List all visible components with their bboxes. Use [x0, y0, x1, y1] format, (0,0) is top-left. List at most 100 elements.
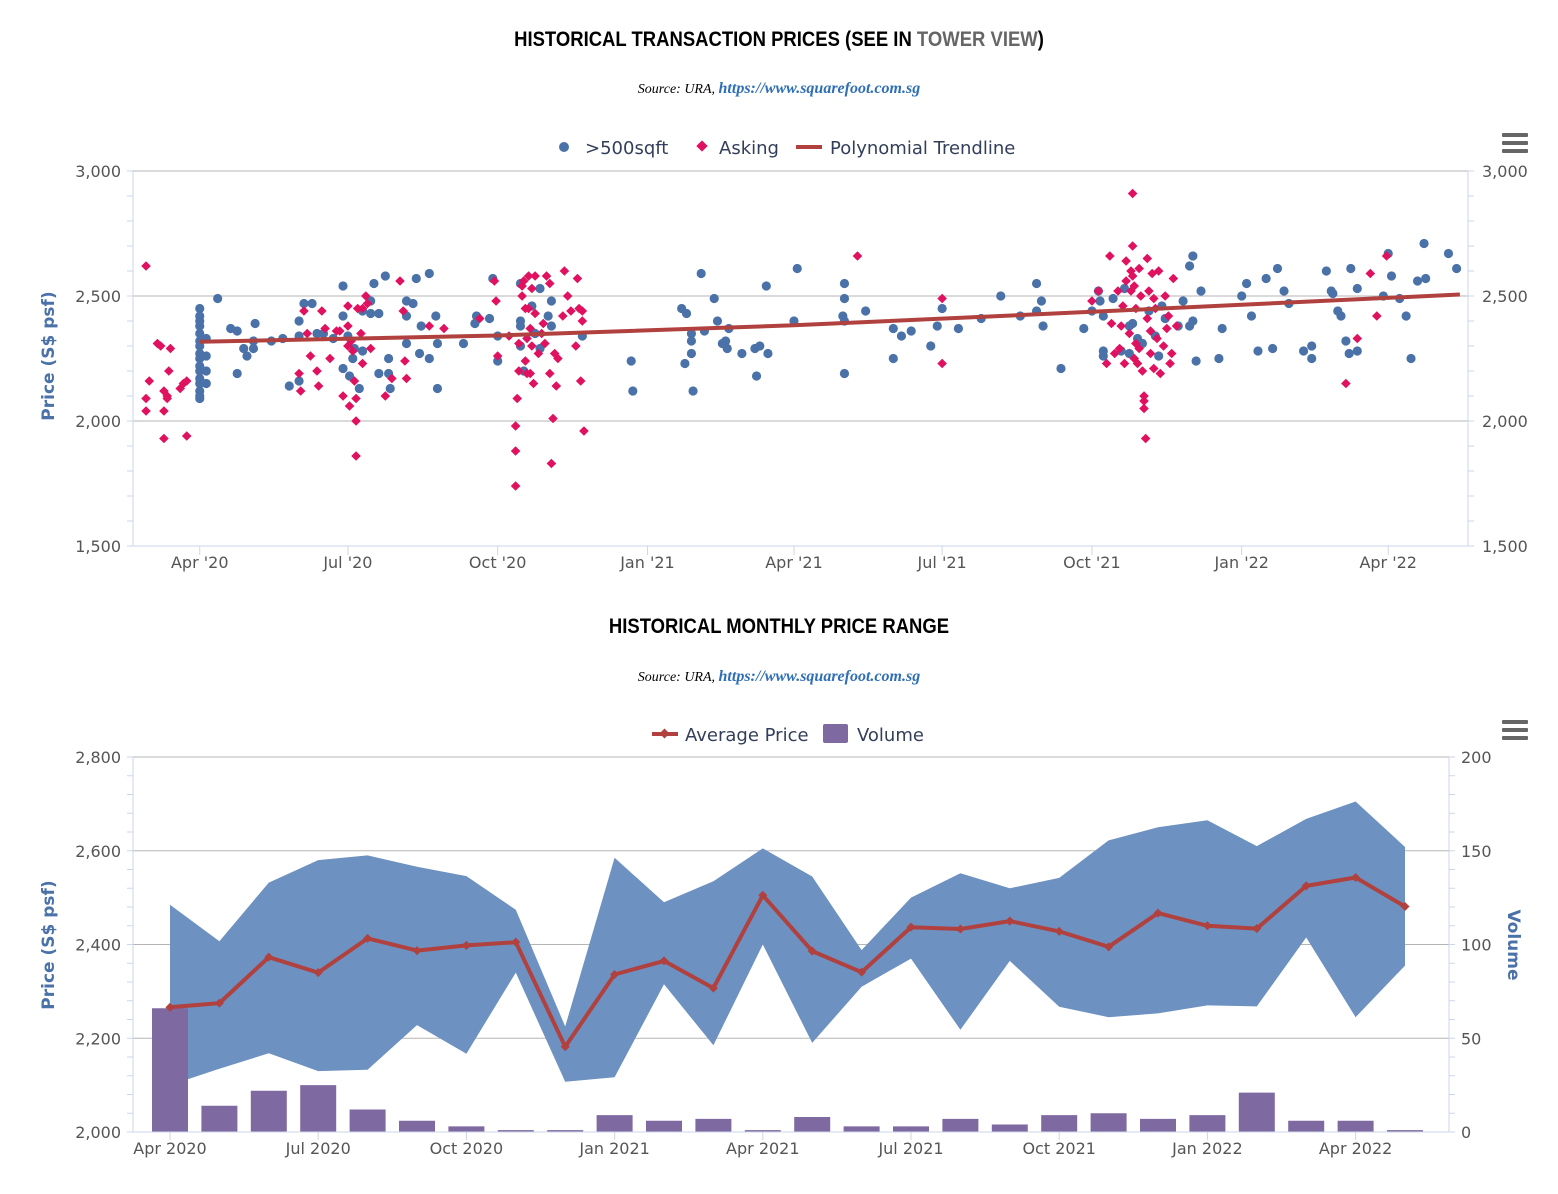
point-500sqft [470, 318, 480, 329]
point-asking [1165, 358, 1175, 369]
legend-item-500sqft[interactable]: >500sqft [585, 138, 668, 159]
chart1: >500sqft Asking Polynomial Trendline 1,5… [39, 138, 1528, 572]
point-asking [551, 381, 562, 391]
point-asking [1166, 348, 1177, 359]
point-500sqft [721, 336, 731, 346]
chart2-y2-axis-title: Volume [1503, 909, 1523, 980]
point-500sqft [686, 336, 697, 346]
y-tick-label: 1,500 [75, 537, 121, 556]
point-asking [1137, 366, 1148, 376]
point-asking [523, 303, 534, 314]
point-asking [1124, 328, 1135, 339]
point-500sqft [1056, 363, 1066, 374]
point-asking [1162, 323, 1172, 334]
volume-bar [695, 1118, 732, 1132]
point-asking [424, 321, 435, 331]
chart2-source: Source: URA, https://www.squarefoot.com.… [637, 668, 921, 685]
point-asking [352, 303, 363, 314]
point-asking [334, 326, 345, 336]
source-link-2[interactable]: https://www.squarefoot.com.sg [718, 668, 921, 685]
point-500sqft [369, 278, 379, 289]
source-link[interactable]: https://www.squarefoot.com.sg [718, 80, 921, 97]
x-tick-label: Jul 2021 [877, 1139, 943, 1158]
point-500sqft [1406, 353, 1416, 364]
volume-bar [893, 1126, 929, 1132]
y-tick-label: 2,800 [75, 748, 121, 767]
point-500sqft [338, 311, 348, 321]
legend-item-asking[interactable]: Asking [719, 138, 779, 159]
point-asking [351, 451, 361, 461]
point-500sqft [535, 283, 545, 294]
point-500sqft [250, 318, 260, 329]
chart1-points [141, 188, 1462, 491]
point-asking [338, 391, 348, 401]
point-asking [579, 426, 589, 436]
chart2-legend[interactable]: Average Price Volume [652, 724, 924, 746]
point-500sqft [1386, 271, 1397, 281]
point-asking [1142, 253, 1153, 264]
point-asking [141, 393, 151, 404]
y2-tick-label: 0 [1461, 1123, 1471, 1142]
point-asking [510, 481, 521, 491]
point-asking [525, 323, 536, 334]
point-500sqft [896, 331, 907, 341]
point-asking [577, 306, 588, 316]
point-500sqft [232, 326, 242, 336]
point-500sqft [751, 371, 762, 381]
point-asking [1158, 341, 1169, 351]
y-tick-label: 2,500 [75, 287, 121, 306]
point-asking [528, 378, 539, 389]
point-asking [365, 343, 376, 354]
chart1-menu-icon[interactable] [1502, 133, 1528, 153]
point-500sqft [932, 321, 942, 331]
point-asking [520, 356, 531, 366]
point-asking [1119, 358, 1130, 369]
legend-item-average-price[interactable]: Average Price [685, 725, 809, 746]
point-asking [294, 368, 304, 379]
average-price-marker [610, 969, 620, 980]
average-price-marker [758, 890, 768, 900]
point-500sqft [195, 303, 205, 314]
x-tick-label: Apr '21 [765, 553, 823, 572]
volume-bar [497, 1130, 534, 1132]
point-asking [400, 356, 410, 366]
average-price-marker [955, 924, 965, 934]
point-asking [401, 373, 412, 384]
volume-bar [300, 1085, 337, 1132]
point-500sqft [1261, 273, 1271, 284]
point-500sqft [401, 338, 412, 349]
point-500sqft [338, 281, 348, 291]
point-500sqft [1196, 286, 1206, 296]
point-500sqft [839, 278, 850, 289]
point-asking [144, 376, 155, 386]
tower-view-link[interactable]: TOWER VIEW [916, 28, 1038, 51]
point-asking [1144, 286, 1154, 296]
legend-item-trendline[interactable]: Polynomial Trendline [830, 138, 1015, 159]
chart2-menu-icon[interactable] [1502, 720, 1528, 740]
point-asking [1160, 291, 1170, 301]
point-500sqft [1352, 283, 1362, 294]
point-500sqft [284, 381, 294, 391]
point-500sqft [1241, 278, 1252, 289]
x-tick-label: Jan 2021 [578, 1139, 649, 1158]
point-asking [1372, 311, 1382, 321]
point-500sqft [195, 366, 205, 376]
point-asking [559, 266, 570, 276]
point-asking [1171, 321, 1182, 331]
point-500sqft [696, 268, 706, 279]
average-price-marker [1400, 902, 1410, 912]
point-500sqft [546, 296, 557, 306]
point-asking [1116, 321, 1127, 331]
chart1-legend[interactable]: >500sqft Asking Polynomial Trendline [559, 138, 1015, 159]
legend-item-volume[interactable]: Volume [857, 725, 924, 746]
point-500sqft [1098, 351, 1108, 361]
x-tick-label: Jan 2022 [1171, 1139, 1242, 1158]
point-500sqft [1443, 248, 1454, 259]
point-asking [937, 358, 947, 369]
point-500sqft [1124, 348, 1134, 359]
average-price-marker [412, 946, 422, 956]
point-asking [518, 276, 529, 286]
point-500sqft [484, 313, 495, 324]
point-500sqft [1321, 266, 1331, 276]
point-500sqft [686, 348, 697, 359]
